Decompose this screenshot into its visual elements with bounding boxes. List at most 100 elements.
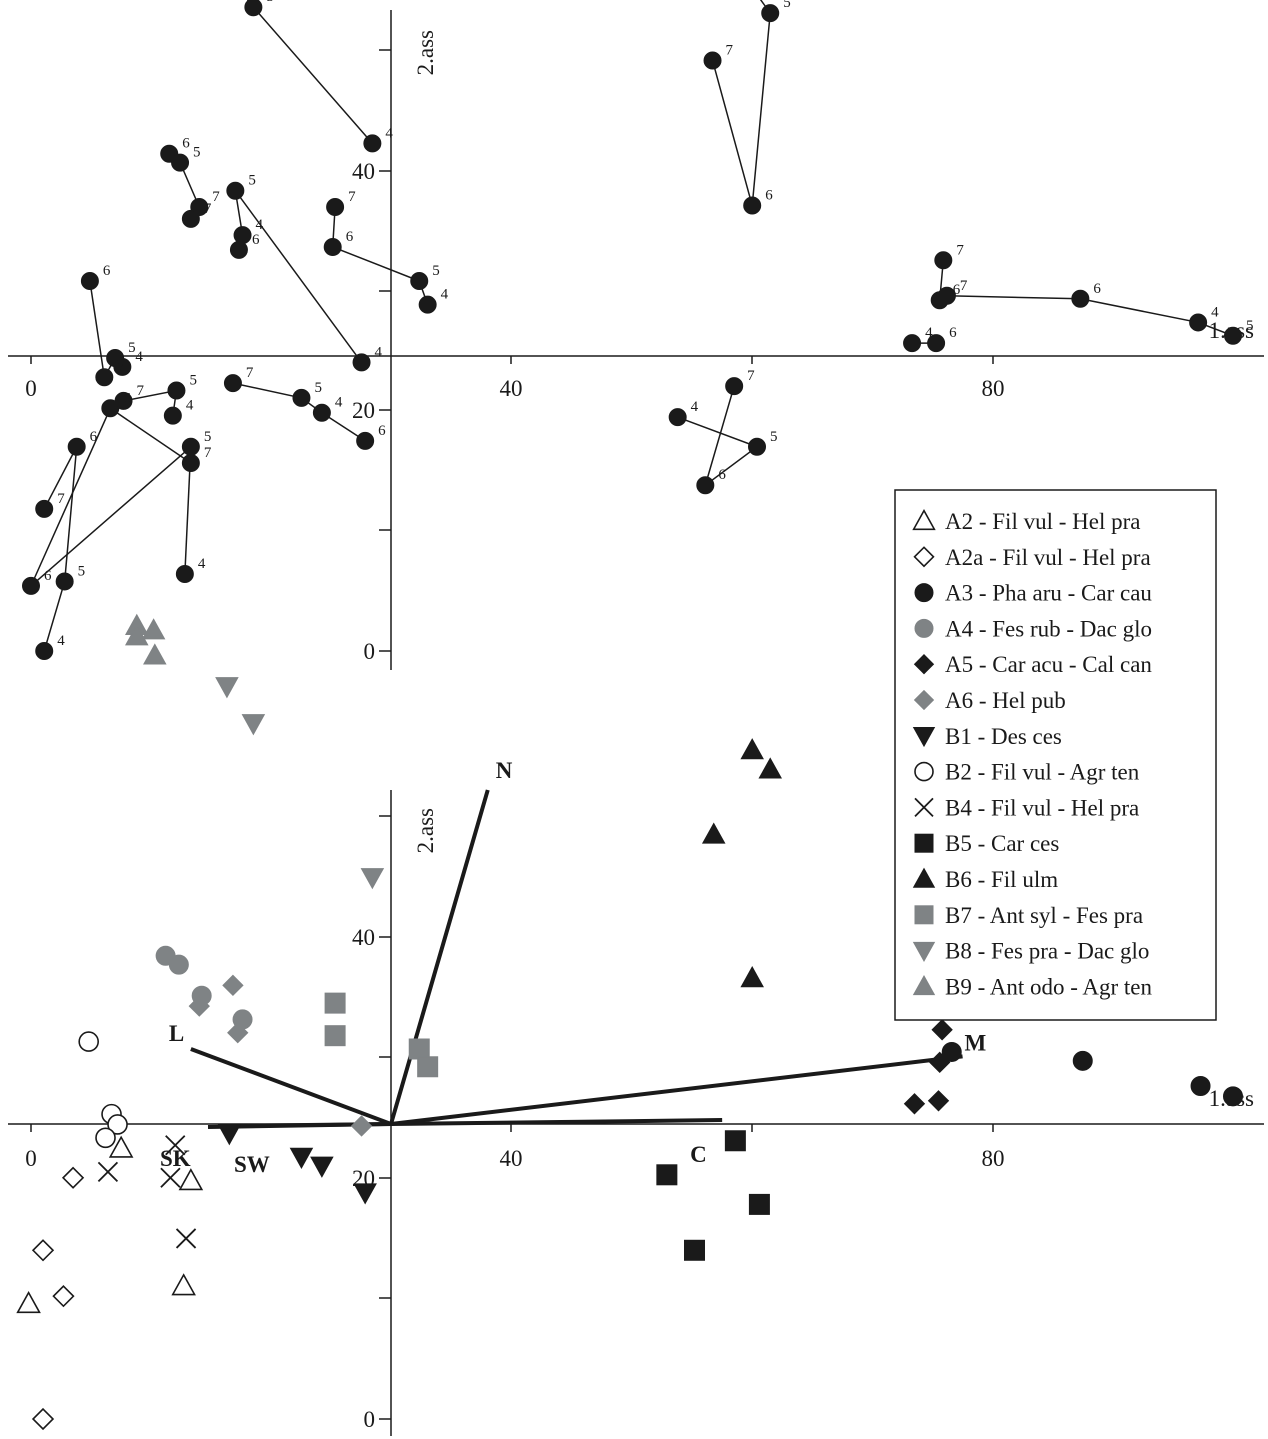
year-label: 6	[252, 232, 260, 248]
year-label: 5	[78, 563, 86, 579]
data-point	[168, 954, 189, 975]
vector-c-label: C	[690, 1142, 707, 1167]
year-label: 6	[765, 188, 773, 204]
data-point	[1071, 289, 1090, 308]
trajectory-line	[232, 382, 366, 442]
data-point	[97, 1161, 119, 1182]
data-point	[1190, 1076, 1211, 1096]
trajectory-line	[234, 190, 363, 363]
data-point	[931, 1019, 953, 1041]
year-label: 4	[135, 349, 143, 365]
year-label: 4	[256, 217, 264, 233]
data-point	[226, 181, 245, 200]
data-point	[410, 272, 429, 290]
legend-label: B7 - Ant syl - Fes pra	[945, 903, 1143, 928]
year-label: 4	[186, 398, 194, 414]
data-point	[55, 572, 74, 591]
data-point	[656, 1164, 678, 1186]
legend-label: A2a - Fil vul - Hel pra	[945, 545, 1151, 570]
data-point	[233, 226, 252, 245]
year-label: 7	[348, 189, 356, 205]
year-label: 6	[346, 229, 354, 245]
vector-sw-label: SW	[234, 1152, 270, 1177]
data-point	[701, 822, 726, 844]
data-point	[171, 153, 190, 172]
data-point	[740, 966, 764, 988]
legend-label: B9 - Ant odo - Agr ten	[945, 974, 1152, 999]
bottom-x-tick-label: 0	[25, 1146, 37, 1171]
bottom-x-tick-label: 40	[500, 1146, 523, 1171]
legend-marker	[914, 583, 934, 603]
data-point	[227, 1022, 249, 1044]
data-point	[67, 437, 86, 456]
data-point	[353, 1183, 377, 1205]
year-label: 7	[246, 365, 254, 381]
year-label: 4	[335, 395, 343, 411]
data-point	[1072, 1050, 1093, 1071]
year-label: 6	[949, 325, 957, 341]
top-trajectory-lines	[30, 0, 1234, 652]
data-point	[31, 1239, 55, 1262]
legend-marker	[914, 905, 934, 925]
legend-marker	[914, 833, 934, 853]
year-label: 4	[57, 633, 65, 649]
data-point	[417, 1056, 439, 1078]
data-point	[292, 388, 311, 407]
year-label: 5	[248, 173, 256, 189]
data-point	[408, 1038, 430, 1060]
year-label: 7	[204, 445, 212, 461]
data-point	[167, 381, 186, 400]
legend-label: B6 - Fil ulm	[945, 867, 1058, 892]
year-label: 5	[314, 380, 322, 396]
year-label: 5	[1246, 318, 1254, 334]
top-point-labels: 67457 6544567657754647654767645466754456…	[44, 0, 1254, 649]
legend-label: A2 - Fil vul - Hel pra	[945, 509, 1140, 534]
legend-label: B8 - Fes pra - Dac glo	[945, 939, 1149, 964]
year-label: 7	[956, 242, 964, 258]
legend-marker	[912, 727, 936, 748]
data-point	[80, 272, 99, 290]
bottom-data-points	[16, 613, 1243, 1431]
data-point	[163, 406, 182, 425]
data-point	[310, 1156, 334, 1178]
trajectory-line	[30, 407, 112, 587]
data-point	[215, 677, 239, 699]
data-point	[289, 1147, 314, 1169]
year-label: 4	[691, 399, 699, 415]
data-point	[160, 1167, 181, 1188]
vector-n-label: N	[496, 758, 513, 783]
trajectory-line	[43, 446, 78, 510]
legend-marker	[913, 689, 935, 711]
legend-marker	[914, 797, 934, 818]
legend-marker	[913, 654, 935, 675]
data-point	[35, 499, 54, 518]
year-label: 5	[204, 429, 212, 445]
top-y-tick-label: 40	[352, 159, 375, 184]
data-point	[244, 0, 263, 17]
data-point	[324, 1025, 346, 1047]
legend-label: B1 - Des ces	[945, 724, 1062, 749]
legend-label: A3 - Pha aru - Car cau	[945, 581, 1152, 606]
top-x-tick-label: 80	[982, 376, 1005, 401]
vector-l-line	[190, 1047, 392, 1126]
data-point	[363, 134, 382, 153]
data-point	[35, 642, 54, 660]
year-label: 4	[441, 287, 449, 303]
year-label: 4	[385, 125, 393, 141]
bottom-axes: 04080020401.ass2.ass	[8, 790, 1264, 1436]
data-point	[326, 198, 345, 216]
year-label: 6	[718, 467, 726, 483]
data-point	[758, 757, 783, 779]
data-point	[175, 1228, 197, 1249]
data-point	[927, 334, 946, 353]
data-point	[31, 1407, 55, 1431]
top-x-tick-label: 40	[500, 376, 523, 401]
trajectory-line	[246, 0, 373, 144]
data-point	[748, 437, 767, 456]
data-point	[95, 1127, 116, 1149]
trajectory-line	[30, 446, 192, 587]
year-label: 7	[726, 42, 734, 58]
data-point	[22, 576, 40, 595]
